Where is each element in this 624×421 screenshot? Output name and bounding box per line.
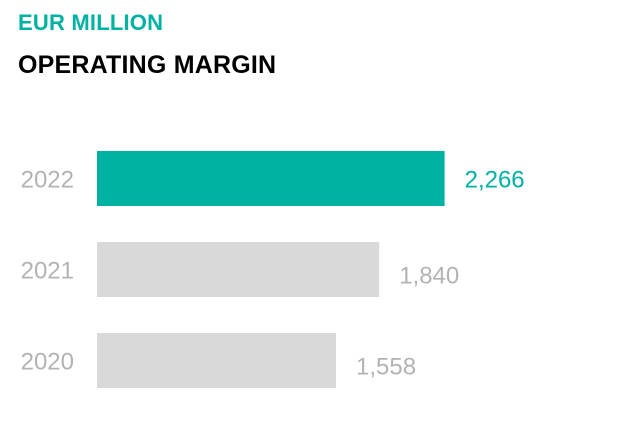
chart-title: OPERATING MARGIN — [18, 51, 277, 79]
value-label-2021: 1,840 — [399, 263, 459, 290]
category-label-2021: 2021 — [21, 258, 74, 285]
bar-2022 — [97, 151, 445, 206]
value-label-2020: 1,558 — [356, 354, 416, 381]
category-label-2020: 2020 — [21, 349, 74, 376]
value-label-2022: 2,266 — [465, 167, 525, 194]
category-label-2022: 2022 — [21, 167, 74, 194]
chart-subtitle: EUR MILLION — [18, 10, 164, 35]
bar-2021 — [97, 242, 380, 297]
bar-2020 — [97, 333, 336, 388]
